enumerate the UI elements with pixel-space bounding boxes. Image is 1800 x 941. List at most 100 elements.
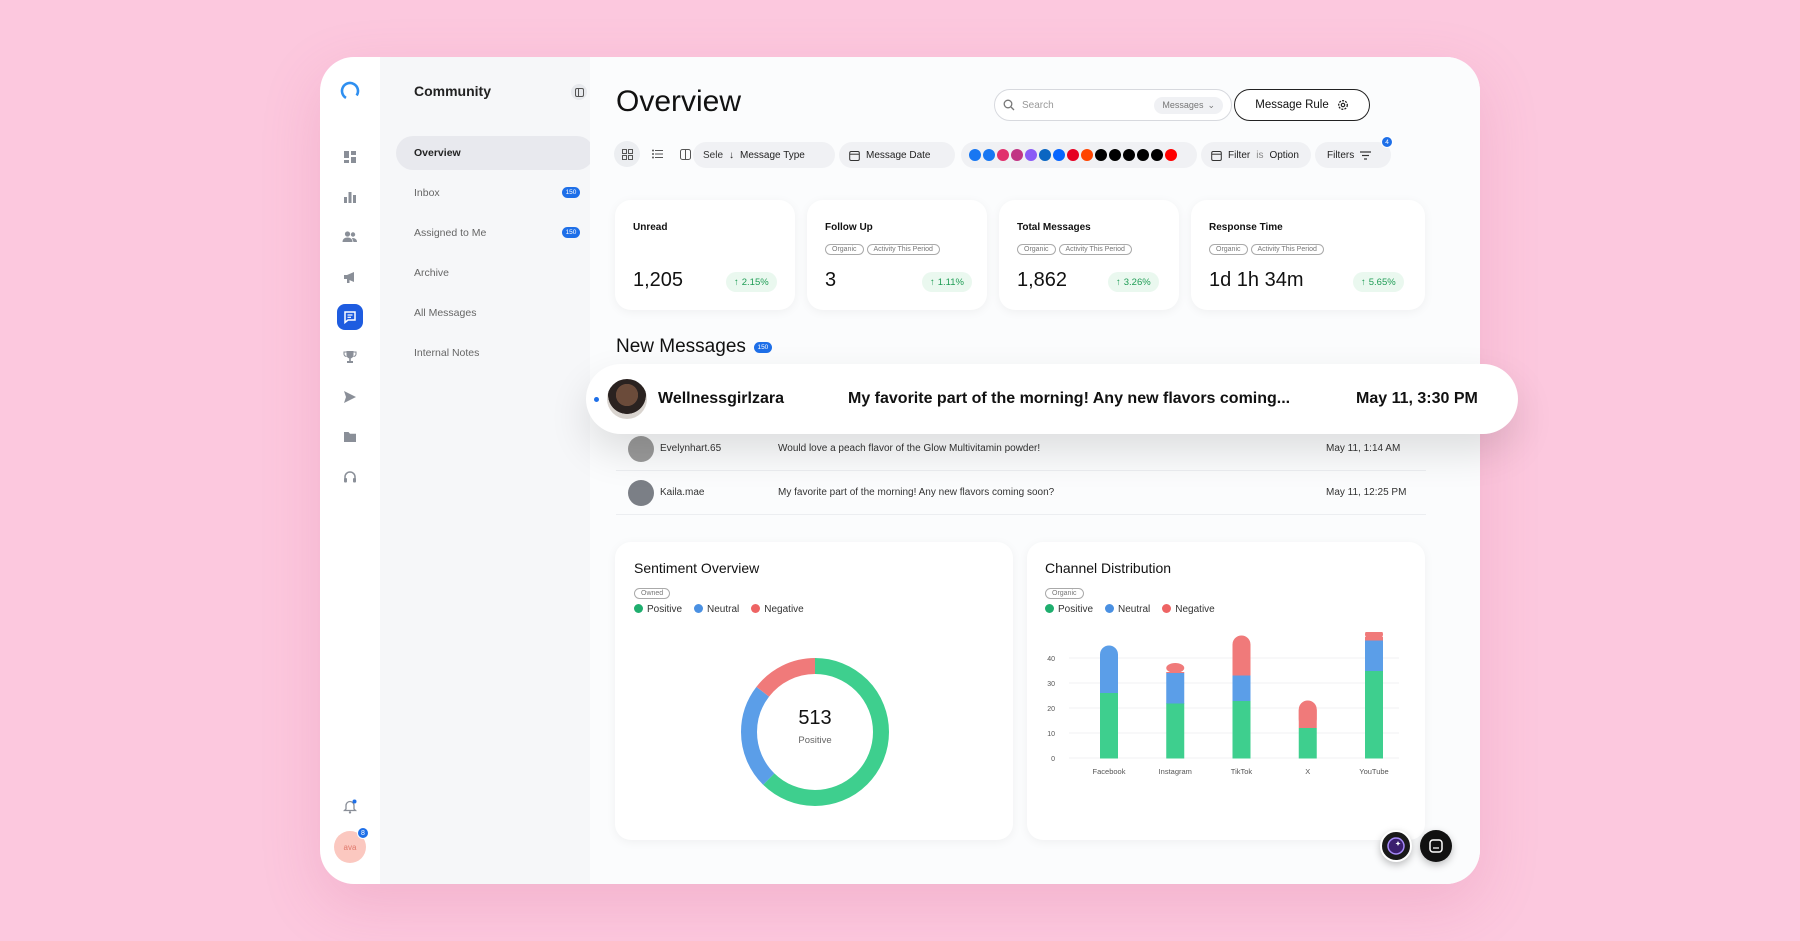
assistant-button[interactable] <box>1380 830 1412 862</box>
legend-negative: Negative <box>1162 604 1215 615</box>
legend-negative: Negative <box>751 604 804 615</box>
headset-icon[interactable] <box>338 465 362 489</box>
channel-9-icon[interactable] <box>1081 149 1093 161</box>
new-messages-badge: 150 <box>753 341 772 353</box>
channel-5-icon[interactable] <box>1025 149 1037 161</box>
message-list: Evelynhart.65 Would love a peach flavor … <box>598 427 1432 577</box>
sentiment-card: Sentiment Overview Owned Positive Neutra… <box>615 542 1013 840</box>
channel-8-icon[interactable] <box>1067 149 1079 161</box>
message-rule-label: Message Rule <box>1255 99 1329 111</box>
channel-7-icon[interactable] <box>1053 149 1065 161</box>
message-rule-button[interactable]: Message Rule <box>1234 89 1370 121</box>
folder-icon[interactable] <box>338 425 362 449</box>
channel-15-icon[interactable] <box>1165 149 1177 161</box>
stat-label: Response Time <box>1209 222 1283 233</box>
user-avatar[interactable]: ava 8 <box>334 827 369 863</box>
channel-12-icon[interactable] <box>1123 149 1135 161</box>
positive-dot <box>634 604 643 613</box>
select-field[interactable]: Sele <box>703 149 724 161</box>
stat-tags: Organic Activity This Period <box>825 238 943 256</box>
channel-13-icon[interactable] <box>1137 149 1149 161</box>
list-view-icon[interactable] <box>644 141 670 167</box>
channel-bar-chart: 0 10 20 30 40 Facebook Instagram TikTok X YouTube <box>1047 632 1399 776</box>
legend-label: Negative <box>1175 604 1215 615</box>
stat-card-total-messages[interactable]: Total Messages Organic Activity This Peri… <box>999 200 1179 310</box>
view-toggle <box>614 141 896 169</box>
stat-label: Total Messages <box>1017 222 1091 233</box>
grid-view-icon[interactable] <box>614 141 640 167</box>
sidebar-item-label: Internal Notes <box>414 347 480 359</box>
option-filter[interactable]: Filter is Option <box>1201 142 1311 168</box>
icon-rail: ava 8 <box>320 57 380 884</box>
channel-14-icon[interactable] <box>1151 149 1163 161</box>
sidebar-title: Community <box>414 83 491 99</box>
legend-label: Positive <box>1058 604 1094 615</box>
message-row[interactable]: Evelynhart.65 Would love a peach flavor … <box>616 427 1426 471</box>
chat-icon[interactable] <box>337 304 363 330</box>
bar-instagram-cap-fill <box>1166 672 1185 673</box>
filter-lines-icon <box>1360 150 1372 160</box>
sidebar-item-assigned[interactable]: Assigned to Me 150 <box>396 216 594 250</box>
chat-support-button[interactable] <box>1420 830 1452 862</box>
stat-card-unread[interactable]: Unread 1,205 ↑ 2.15% <box>615 200 795 310</box>
message-date-filter[interactable]: Message Date <box>839 142 955 168</box>
y-tick-label: 20 <box>1047 706 1055 713</box>
megaphone-icon[interactable] <box>338 265 362 289</box>
legend-neutral: Neutral <box>1105 604 1150 615</box>
app-window: ava 8 Community Overview Inbox 150 Assign… <box>320 57 1480 884</box>
channel-2-icon[interactable] <box>983 149 995 161</box>
featured-message-row[interactable]: Wellnessgirlzara My favorite part of the… <box>586 364 1518 434</box>
logo-icon[interactable] <box>339 80 361 102</box>
channel-6-icon[interactable] <box>1039 149 1051 161</box>
board-view-icon[interactable] <box>672 141 698 167</box>
chart-legend: Positive Neutral Negative <box>634 604 804 615</box>
unread-dot <box>594 396 599 402</box>
users-icon[interactable] <box>338 225 362 249</box>
bell-icon[interactable] <box>338 794 362 818</box>
search-scope-select[interactable]: Messages ⌄ <box>1154 96 1223 114</box>
message-date: May 11, 3:30 PM <box>1356 390 1478 407</box>
sidebar-item-overview[interactable]: Overview <box>396 136 594 170</box>
tag: Organic <box>1017 244 1056 255</box>
channel-1-icon[interactable] <box>969 149 981 161</box>
message-type-filter[interactable]: Sele ↓ Message Type <box>693 142 835 168</box>
search-input[interactable]: Search <box>1022 99 1054 111</box>
filters-count-badge: 4 <box>1381 136 1393 148</box>
sidebar-item-inbox[interactable]: Inbox 150 <box>396 176 594 210</box>
channel-3-icon[interactable] <box>997 149 1009 161</box>
assigned-count-badge: 150 <box>562 227 580 238</box>
stat-card-response-time[interactable]: Response Time Organic Activity This Perio… <box>1191 200 1425 310</box>
channel-filter[interactable] <box>961 142 1197 168</box>
channel-10-icon[interactable] <box>1095 149 1107 161</box>
arrow-up-icon: ↑ <box>1361 276 1366 288</box>
message-sender: Kaila.mae <box>660 487 705 498</box>
bar-chart-icon[interactable] <box>338 185 362 209</box>
sidebar-item-internal-notes[interactable]: Internal Notes <box>396 336 594 370</box>
arrow-up-icon: ↑ <box>734 276 739 288</box>
sidebar-item-all-messages[interactable]: All Messages <box>396 296 594 330</box>
filters-button[interactable]: Filters 4 <box>1315 136 1393 168</box>
dashboard-icon[interactable] <box>338 145 362 169</box>
legend-positive: Positive <box>1045 604 1093 615</box>
donut-center-label: Positive <box>798 735 832 746</box>
filter-label: Filter <box>1228 149 1251 161</box>
stat-card-follow-up[interactable]: Follow Up Organic Activity This Period 3 … <box>807 200 987 310</box>
sidebar-item-archive[interactable]: Archive <box>396 256 594 290</box>
trophy-icon[interactable] <box>338 345 362 369</box>
bar-tiktok-positive <box>1232 700 1251 759</box>
channel-4-icon[interactable] <box>1011 149 1023 161</box>
sidebar-item-label: Archive <box>414 267 450 279</box>
sentiment-donut-chart <box>741 658 889 806</box>
donut-slice-neutral <box>741 658 889 806</box>
send-icon[interactable] <box>338 385 362 409</box>
legend-label: Neutral <box>1118 604 1151 615</box>
tag: Organic <box>825 244 864 255</box>
search-bar[interactable]: Search Messages ⌄ <box>994 89 1232 121</box>
bar-youtube-positive <box>1365 670 1383 759</box>
channel-11-icon[interactable] <box>1109 149 1121 161</box>
message-row[interactable]: Kaila.mae My favorite part of the mornin… <box>616 471 1426 515</box>
message-sender: Wellnessgirlzara <box>658 390 784 407</box>
collapse-sidebar-icon[interactable] <box>571 84 587 100</box>
card-tag-wrap: Organic <box>1045 582 1087 600</box>
stat-delta-value: 1.11% <box>937 276 964 288</box>
